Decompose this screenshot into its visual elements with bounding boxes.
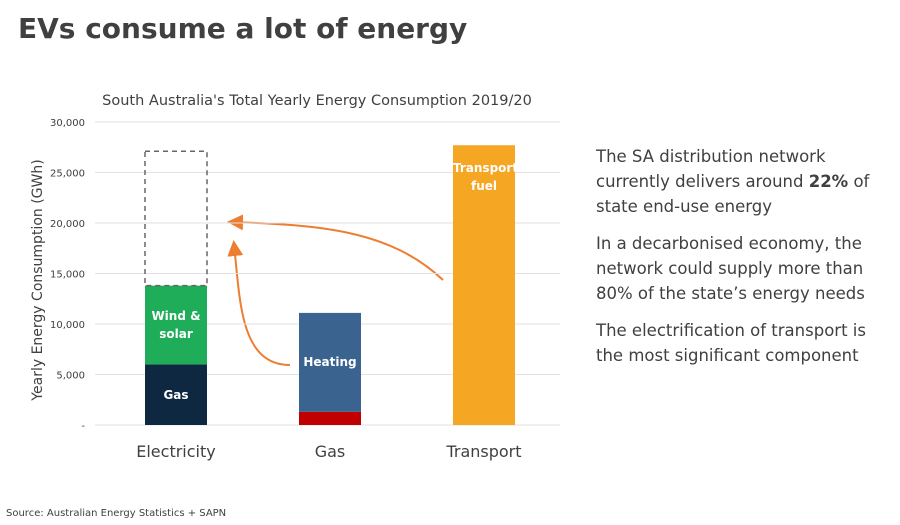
paragraph: The electrification of transport is the … [596,318,896,368]
text-run: 22% [808,172,849,191]
source-note: Source: Australian Energy Statistics + S… [6,508,227,519]
chart-title: South Australia's Total Yearly Energy Co… [102,93,532,109]
x-tick-label: Transport [445,442,521,461]
x-tick-label: Electricity [136,442,215,461]
y-axis-label: Yearly Energy Consumption (GWh) [30,159,46,401]
arrow [227,240,291,366]
bar-segment [299,411,361,425]
y-tick-label: 20,000 [50,219,85,230]
x-tick-label: Gas [315,442,346,461]
slide-title: EVs consume a lot of energy [18,12,468,45]
bar-segment [144,150,208,287]
segment-label: Wind & solar [151,309,201,341]
bar-segment [145,285,207,365]
y-tick-label: - [81,421,85,432]
arrow [227,214,444,281]
y-tick-label: 10,000 [50,320,85,331]
y-tick-label: 30,000 [50,118,85,129]
bar-segment [299,312,361,412]
segment-label: Heating [303,355,357,370]
text-run: The SA distribution network currently de… [596,147,826,191]
text-run: of state end-use energy [596,172,870,216]
bar-segment [145,364,207,425]
paragraph: The SA distribution network currently de… [596,144,896,219]
y-tick-label: 5,000 [56,371,85,382]
paragraph: In a decarbonised economy, the network c… [596,231,896,306]
bar-segment [453,145,515,426]
text-panel: The SA distribution network currently de… [596,144,896,380]
y-tick-label: 15,000 [50,270,85,281]
segment-label: Transport fuel [453,161,519,194]
text-run: The electrification of transport is the … [596,321,866,365]
segment-label: Gas [163,387,189,402]
text-run: In a decarbonised economy, the network c… [596,234,865,303]
y-tick-label: 25,000 [50,169,85,180]
